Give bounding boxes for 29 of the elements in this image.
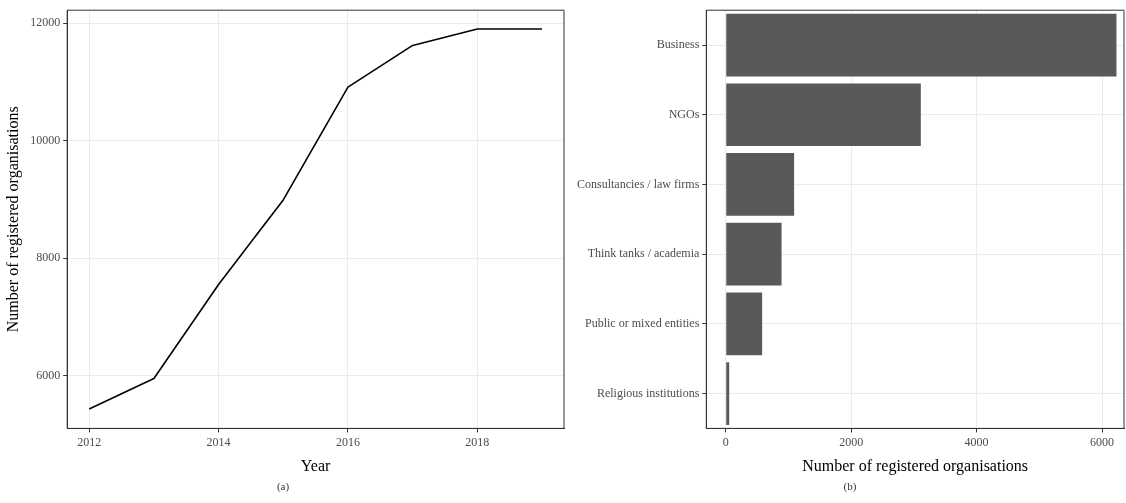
x-tick-label: 6000 — [1090, 434, 1115, 449]
y-tick-label: NGOs — [668, 106, 700, 121]
bar — [726, 362, 730, 425]
y-tick-label: Consultancies / law firms — [576, 176, 700, 191]
x-tick-label: 2012 — [77, 434, 102, 449]
y-tick-label: 10000 — [30, 132, 61, 147]
bar — [726, 222, 782, 286]
x-tick-label: 2000 — [839, 434, 864, 449]
y-axis-title: Number of registered organisations — [3, 106, 22, 333]
bar — [726, 83, 921, 147]
x-tick-label: 2018 — [465, 434, 490, 449]
text: (b) — [843, 480, 857, 492]
y-tick-label: Think tanks / academia — [587, 246, 700, 261]
y-tick-label: Religious institutions — [596, 385, 700, 400]
x-axis-title: Year — [300, 456, 332, 474]
x-tick-label: 4000 — [964, 434, 989, 449]
bar — [726, 153, 795, 216]
x-axis-title: Number of registered organisations — [802, 456, 1029, 475]
y-tick-label: Public or mixed entities — [584, 316, 700, 331]
y-tick-label: 6000 — [36, 367, 61, 382]
y-tick-label: 8000 — [36, 250, 61, 265]
bar — [726, 13, 1117, 77]
x-tick-label: 2014 — [206, 434, 231, 449]
x-tick-label: 0 — [722, 434, 729, 449]
text: (a) — [276, 480, 290, 492]
y-tick-label: 12000 — [30, 15, 61, 30]
x-tick-label: 2016 — [335, 434, 360, 449]
y-tick-label: Business — [656, 37, 700, 52]
bar — [726, 292, 763, 356]
